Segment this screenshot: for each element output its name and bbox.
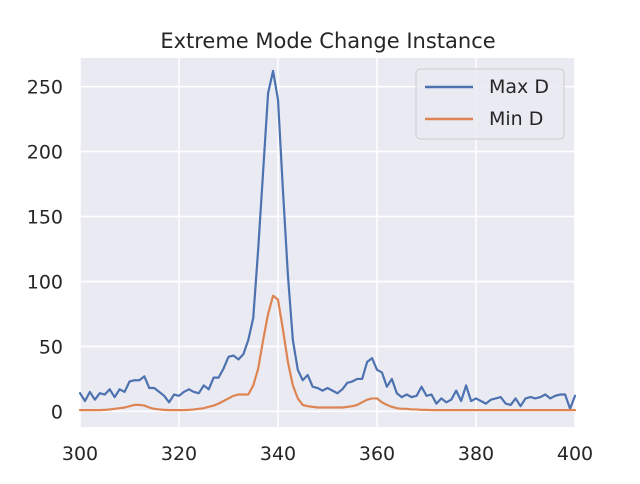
y-tick-label: 0 (51, 401, 63, 423)
y-tick-label: 200 (27, 142, 63, 164)
series-lines (78, 69, 577, 412)
y-tick-label: 50 (39, 336, 63, 358)
y-tick-label: 150 (27, 207, 63, 229)
series-line-max-d (78, 69, 577, 410)
tick-labels: 300 320 340 360 380 400 0 50 100 150 200 250 (27, 77, 593, 465)
x-tick-label: 300 (62, 443, 98, 465)
y-tick-label: 250 (27, 77, 63, 99)
x-tick-label: 380 (458, 443, 494, 465)
series-line-min-d (78, 294, 577, 412)
x-tick-label: 360 (359, 443, 395, 465)
legend-label-max-d: Max D (489, 76, 549, 98)
x-tick-label: 400 (557, 443, 593, 465)
x-tick-label: 320 (161, 443, 197, 465)
chart-title: Extreme Mode Change Instance (160, 29, 495, 53)
legend: Max D Min D (415, 68, 565, 140)
x-tick-label: 340 (260, 443, 296, 465)
y-tick-label: 100 (27, 271, 63, 293)
legend-label-min-d: Min D (489, 108, 543, 130)
